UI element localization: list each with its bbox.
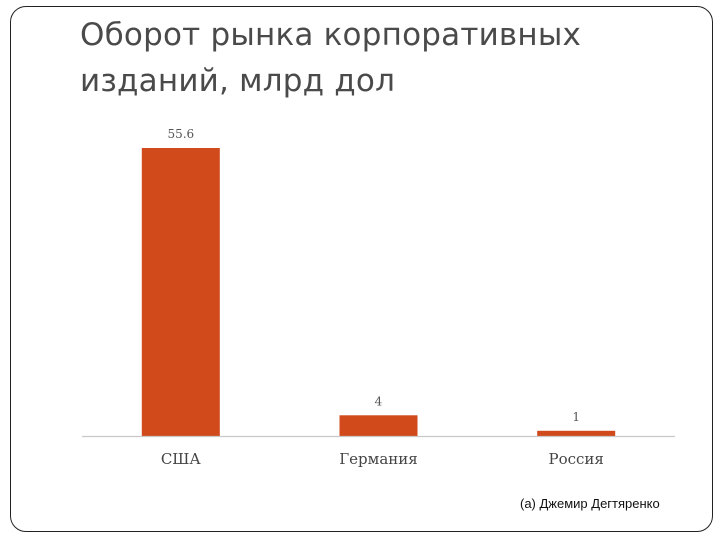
bar-3 bbox=[537, 430, 616, 436]
data-label-1: 55.6 bbox=[167, 127, 194, 141]
category-label-3: Россия bbox=[549, 450, 604, 468]
slide-title-line-2: изданий, млрд дол bbox=[80, 63, 396, 99]
data-label-2: 4 bbox=[375, 394, 383, 408]
slide-title: Оборот рынка корпоративных изданий, млрд… bbox=[80, 12, 680, 104]
data-label-3: 1 bbox=[572, 410, 580, 424]
bar-2 bbox=[339, 415, 418, 436]
author-footer: (a) Джемир Дегтяренко bbox=[520, 496, 660, 511]
slide-frame bbox=[10, 6, 713, 532]
category-label-1: США bbox=[161, 450, 202, 468]
category-label-2: Германия bbox=[339, 450, 417, 468]
bar-1 bbox=[141, 148, 220, 436]
slide-title-line-1: Оборот рынка корпоративных bbox=[80, 17, 582, 53]
